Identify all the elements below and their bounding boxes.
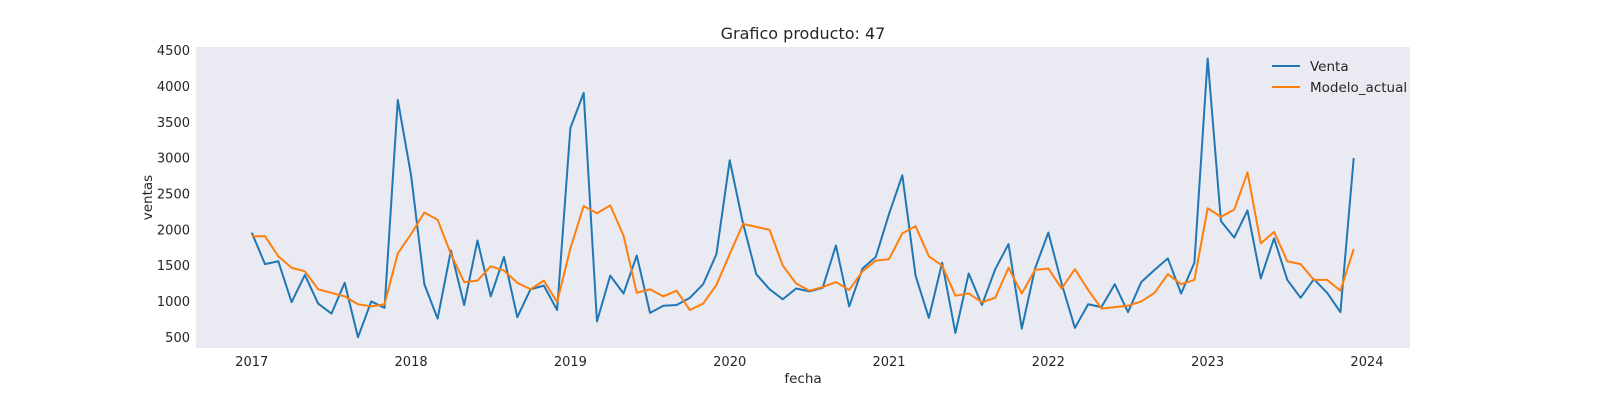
y-tick-label: 2500 (157, 187, 190, 202)
x-tick-label: 2021 (872, 355, 905, 370)
legend: Venta Modelo_actual (1272, 59, 1407, 96)
x-tick-label: 2023 (1191, 355, 1224, 370)
x-tick-label: 2020 (713, 355, 746, 370)
legend-label: Modelo_actual (1310, 80, 1407, 96)
y-tick-label: 3000 (157, 152, 190, 167)
x-tick-label: 2019 (554, 355, 587, 370)
x-tick-label: 2022 (1032, 355, 1065, 370)
series-line-venta (250, 57, 1355, 339)
x-axis: 2017 2018 2019 2020 2021 2022 2023 2024 (235, 355, 1383, 370)
x-tick-label: 2017 (235, 355, 268, 370)
y-axis-title: ventas (140, 175, 156, 220)
y-tick-label: 2000 (157, 223, 190, 238)
series-lines (250, 57, 1355, 339)
plot-area (196, 47, 1410, 348)
y-tick-label: 4000 (157, 80, 190, 95)
y-tick-label: 3500 (157, 116, 190, 131)
legend-label: Venta (1310, 59, 1349, 75)
series-line-modelo-actual (251, 171, 1355, 312)
chart-title: Grafico producto: 47 (721, 24, 886, 43)
y-tick-label: 1500 (157, 259, 190, 274)
y-tick-label: 500 (165, 331, 190, 346)
y-axis: 500 1000 1500 2000 2500 3000 3500 4000 4500 (157, 44, 190, 346)
y-tick-label: 4500 (157, 44, 190, 59)
y-tick-label: 1000 (157, 295, 190, 310)
x-axis-title: fecha (784, 371, 821, 387)
x-tick-label: 2024 (1350, 355, 1383, 370)
x-tick-label: 2018 (395, 355, 428, 370)
